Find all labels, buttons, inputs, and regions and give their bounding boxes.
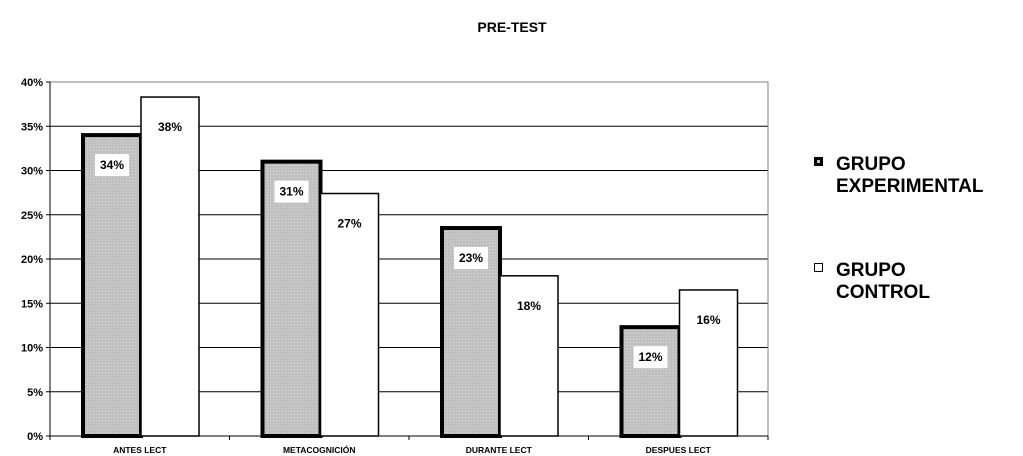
y-tick-label: 40%: [21, 77, 43, 89]
data-labels: 34% 38% 31% 27% 23% 18% 12% 16%: [95, 116, 726, 369]
y-tick-label: 20%: [21, 254, 43, 266]
data-label-box: [95, 154, 129, 177]
y-tick-label: 30%: [21, 166, 43, 178]
legend-item-experimental: GRUPO EXPERIMENTAL: [814, 154, 1023, 198]
data-label: 23%: [459, 251, 483, 265]
data-label-box: [454, 247, 488, 270]
data-label-box: [332, 212, 367, 235]
legend-label-experimental-line1: GRUPO: [836, 154, 906, 175]
x-tick-label: ANTES LECT: [113, 445, 167, 455]
data-label: 34%: [100, 158, 124, 172]
bar-experimental: [260, 159, 323, 438]
x-tick-label: METACOGNICIÓN: [283, 444, 356, 455]
data-label-box: [633, 346, 668, 369]
y-tick-label: 10%: [21, 343, 43, 355]
y-axis: 0% 5% 10% 15% 20% 25% 30% 35% 40%: [21, 77, 51, 443]
y-tick-label: 5%: [27, 387, 43, 399]
data-label-box: [153, 116, 187, 139]
x-tick-label: DURANTE LECT: [466, 445, 533, 455]
data-label: 18%: [517, 299, 541, 313]
y-tick-label: 25%: [21, 210, 43, 222]
data-label: 27%: [337, 217, 361, 231]
data-label-box: [274, 180, 309, 203]
legend-swatch-control: [814, 263, 823, 272]
legend-label-control-line2: CONTROL: [836, 282, 930, 303]
data-label: 38%: [158, 120, 182, 134]
x-axis: ANTES LECT METACOGNICIÓN DURANTE LECT DESPU…: [49, 435, 769, 455]
chart-title: PRE-TEST: [477, 19, 547, 35]
data-label-box: [691, 308, 726, 331]
bar-control: [140, 96, 200, 437]
y-tick-label: 35%: [21, 121, 43, 133]
y-tick-label: 15%: [21, 298, 43, 310]
legend-item-control: GRUPO CONTROL: [814, 260, 1023, 304]
legend-swatch-experimental: [814, 157, 823, 166]
data-label-box: [512, 294, 546, 317]
bars: [81, 96, 739, 438]
y-tick-label: 0%: [27, 431, 43, 443]
data-label: 31%: [279, 185, 303, 199]
legend-label-experimental-line2: EXPERIMENTAL: [836, 176, 984, 197]
legend-label-control-line1: GRUPO: [836, 260, 906, 281]
bar-experimental: [619, 325, 682, 438]
bar-experimental: [81, 133, 143, 438]
data-label: 12%: [638, 350, 662, 364]
data-label: 16%: [696, 313, 720, 327]
x-tick-label: DESPUES LECT: [646, 445, 712, 455]
